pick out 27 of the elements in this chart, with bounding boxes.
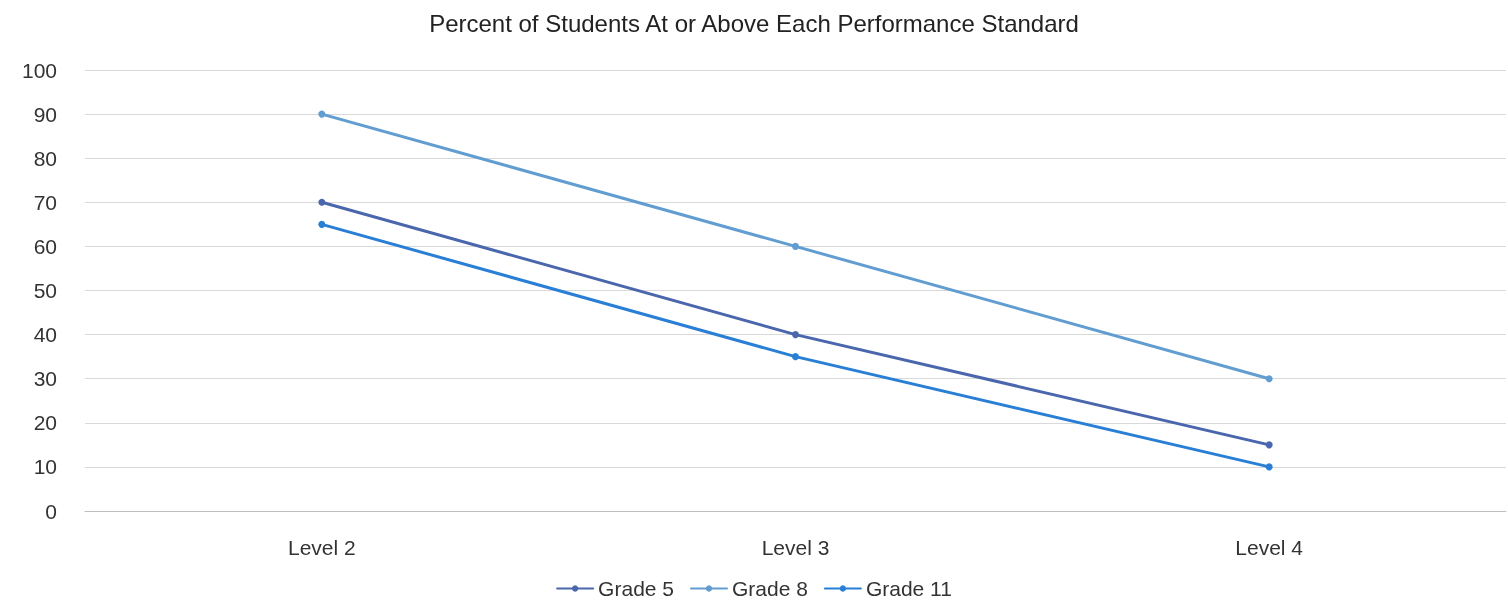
point bbox=[318, 110, 326, 118]
point bbox=[318, 220, 326, 228]
y-tick-label: 100 bbox=[21, 58, 57, 82]
point bbox=[792, 242, 799, 250]
legend-label: Grade 5 bbox=[598, 577, 675, 600]
y-tick-label: 30 bbox=[33, 367, 57, 391]
x-tick-label: Level 4 bbox=[1235, 536, 1304, 559]
y-tick-label: 60 bbox=[33, 234, 57, 258]
y-tick-label: 40 bbox=[33, 323, 57, 347]
point bbox=[318, 198, 326, 206]
legend-label: Grade 11 bbox=[865, 577, 952, 600]
y-tick-label: 50 bbox=[33, 279, 57, 302]
point bbox=[792, 331, 799, 339]
point bbox=[1265, 375, 1273, 383]
point bbox=[1265, 441, 1273, 449]
x-tick-label: Level 2 bbox=[287, 536, 356, 559]
y-tick-label: 70 bbox=[33, 190, 57, 214]
point bbox=[792, 353, 799, 361]
y-tick-label: 0 bbox=[45, 499, 57, 523]
x-tick-label: Level 3 bbox=[761, 536, 830, 559]
point bbox=[1265, 463, 1273, 471]
y-tick-label: 20 bbox=[33, 411, 57, 435]
legend-label: Grade 8 bbox=[732, 577, 808, 600]
y-tick-label: 90 bbox=[33, 102, 57, 126]
chart-title: Percent of Students At or Above Each Performance Standard bbox=[429, 9, 1079, 37]
y-tick-label: 80 bbox=[33, 146, 57, 170]
y-tick-label: 10 bbox=[33, 455, 57, 479]
